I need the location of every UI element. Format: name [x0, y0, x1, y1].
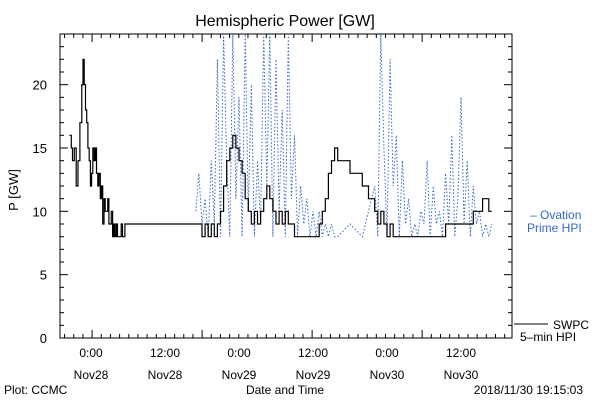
x-tick-time-label: 12:00	[446, 346, 476, 360]
x-tick-time-label: 0:00	[227, 346, 251, 360]
plot-frame	[59, 33, 513, 339]
y-tick-label: 0	[40, 331, 47, 346]
legend-swpc-line2: 5–min HPI	[520, 330, 576, 344]
x-tick-date-label: Nov30	[370, 368, 405, 382]
y-tick-label: 20	[33, 78, 47, 93]
x-tick-date-label: Nov29	[296, 368, 331, 382]
x-tick-time-label: 0:00	[79, 346, 103, 360]
ovation-prime-series-line	[195, 34, 493, 238]
y-tick-label: 10	[33, 204, 47, 219]
y-tick-label: 5	[40, 268, 47, 283]
timestamp: 2018/11/30 19:15:03	[474, 383, 584, 397]
y-axis-label: P [GW]	[6, 169, 21, 211]
plot-credit: Plot: CCMC	[4, 383, 68, 397]
chart-title: Hemispheric Power [GW]	[195, 13, 375, 30]
swpc-series-line	[69, 58, 492, 238]
x-tick-date-label: Nov28	[148, 368, 183, 382]
plot-area: 0 5 10 15 20 0:00 Nov28 12:00 Nov28 0:00 Nov29 12:0…	[33, 33, 513, 382]
x-tick-time-label: 0:00	[375, 346, 399, 360]
legend-ovation-line1: – Ovation	[530, 208, 581, 222]
legend-ovation-line2: Prime HPI	[527, 221, 582, 235]
x-tick-date-label: Nov28	[74, 368, 109, 382]
x-tick-time-label: 12:00	[150, 346, 180, 360]
legend-swpc-line1: SWPC	[553, 318, 589, 332]
legend: – Ovation Prime HPI SWPC 5–min HPI	[514, 208, 589, 344]
x-tick-date-label: Nov30	[444, 368, 479, 382]
x-tick-time-label: 12:00	[298, 346, 328, 360]
x-tick-date-label: Nov29	[222, 368, 257, 382]
x-axis-label: Date and Time	[246, 383, 324, 397]
y-tick-label: 15	[33, 141, 47, 156]
